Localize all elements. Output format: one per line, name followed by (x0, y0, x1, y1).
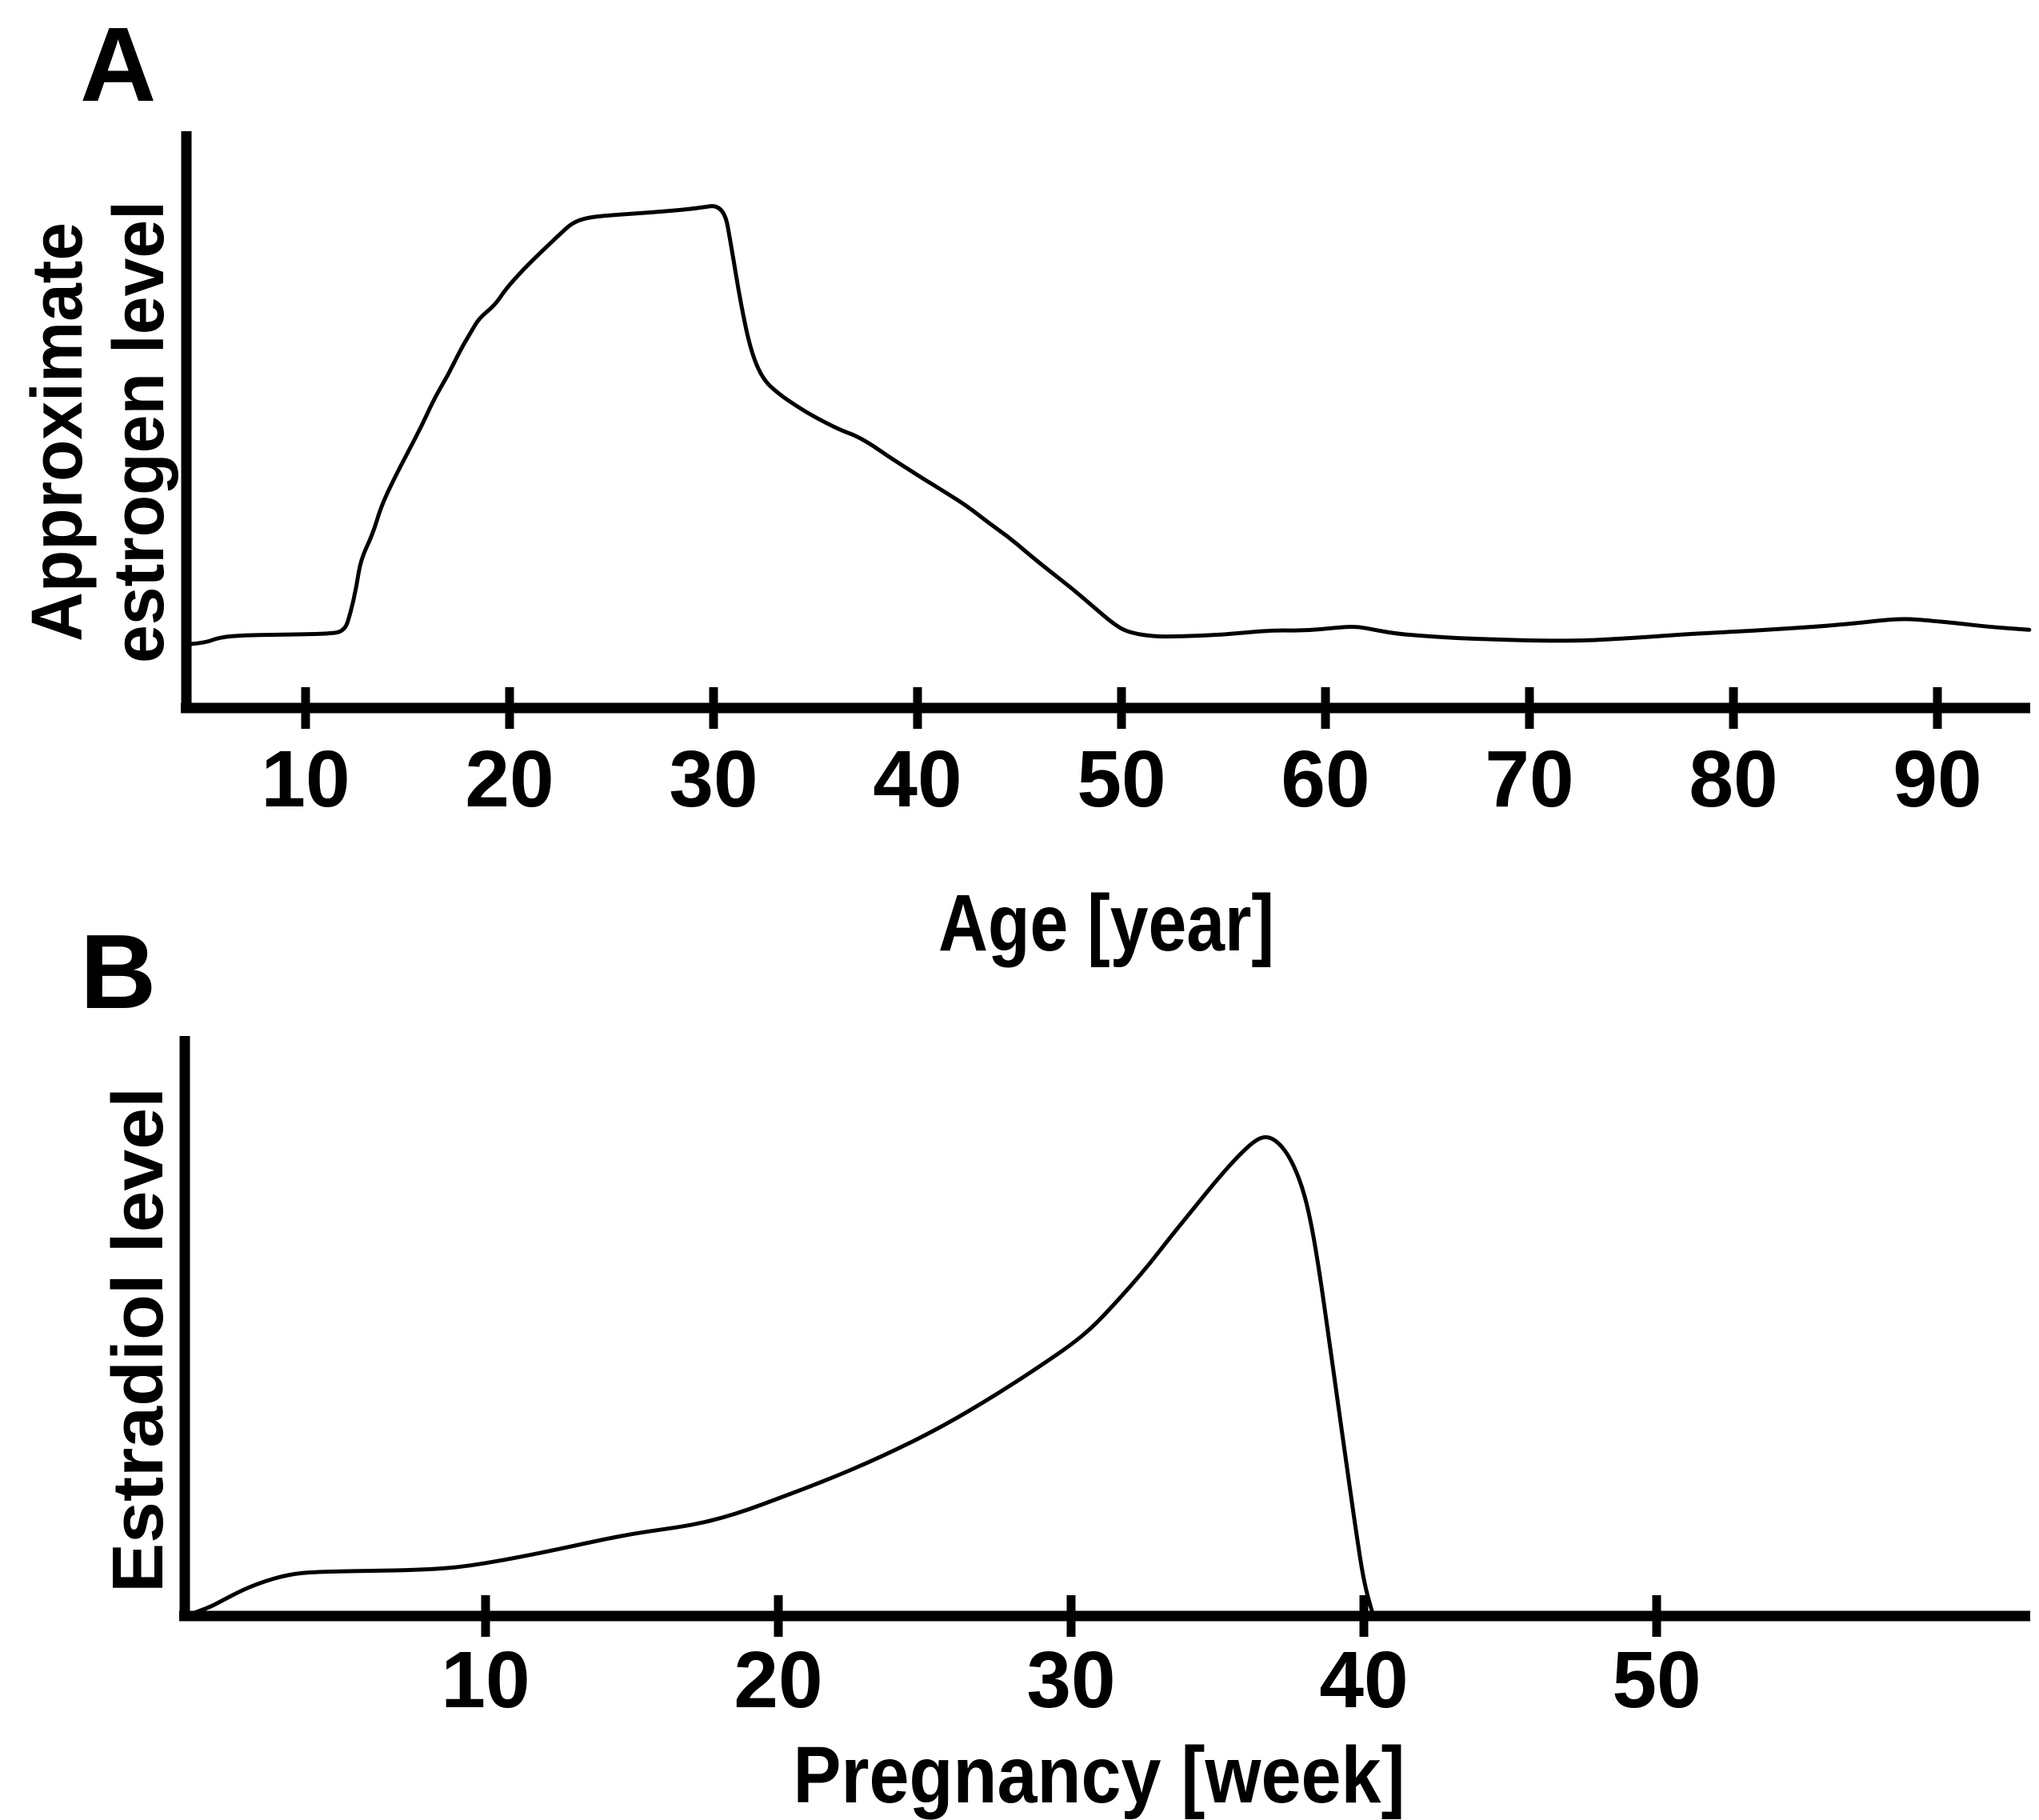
x-tick-label: 50 (1077, 734, 1165, 824)
x-tick-label: 70 (1485, 734, 1573, 824)
x-tick-label: 30 (1026, 1635, 1115, 1725)
x-tick-label: 80 (1689, 734, 1777, 824)
x-tick-label: 50 (1612, 1635, 1701, 1725)
x-tick-label: 40 (1319, 1635, 1408, 1725)
x-tick-label: 10 (441, 1635, 530, 1725)
x-tick-label: 20 (465, 734, 554, 824)
x-tick-label: 90 (1893, 734, 1981, 824)
y-axis-title-line: estrogen level (99, 201, 179, 663)
estradiol-curve (183, 1135, 1375, 1618)
panel-b: B 10 20 30 40 50 Pregnancy [week] Estradiol lev… (80, 913, 2030, 1820)
panel-a: A 10 20 30 40 50 60 70 80 90 Age [year] Approximate… (18, 6, 2032, 968)
x-tick-label: 20 (734, 1635, 822, 1725)
panel-label-a: A (80, 6, 156, 123)
panel-label-b: B (80, 913, 156, 1030)
x-tick-label: 30 (669, 734, 758, 824)
x-axis-title: Pregnancy [week] (794, 1730, 1405, 1820)
x-axis-title: Age [year] (938, 878, 1274, 968)
y-axis-title-line: Estradiol level (98, 1087, 178, 1593)
x-tick-label: 40 (873, 734, 962, 824)
x-tick-label: 10 (261, 734, 350, 824)
y-axis-title-line: Approximate (18, 222, 98, 642)
x-tick-label: 60 (1281, 734, 1369, 824)
estrogen-curve (185, 204, 2032, 646)
